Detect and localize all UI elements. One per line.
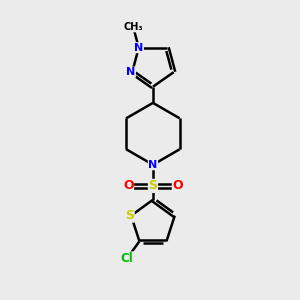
Text: N: N [126, 67, 135, 77]
Text: N: N [148, 160, 158, 170]
Text: S: S [148, 179, 158, 192]
Text: O: O [123, 179, 134, 192]
Text: N: N [134, 43, 143, 53]
Text: O: O [172, 179, 183, 192]
Text: S: S [125, 209, 134, 222]
Text: CH₃: CH₃ [124, 22, 144, 32]
Text: Cl: Cl [121, 252, 134, 265]
